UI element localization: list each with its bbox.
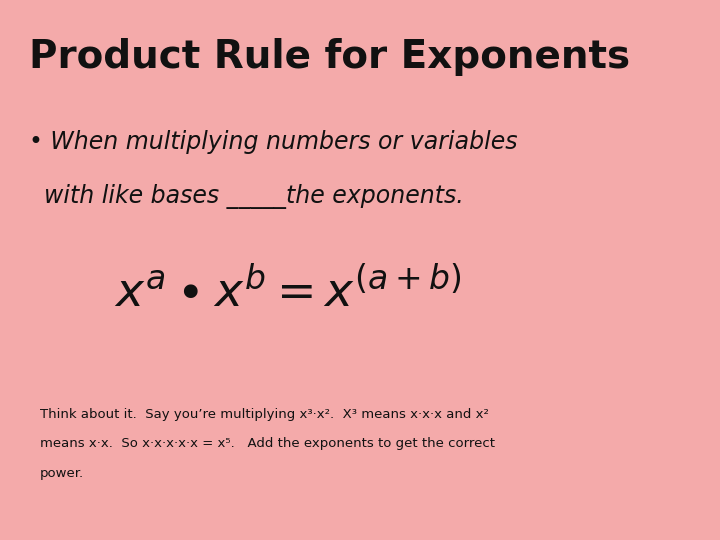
Text: $x^{a} \bullet x^{b} = x^{(a+b)}$: $x^{a} \bullet x^{b} = x^{(a+b)}$ bbox=[114, 267, 462, 316]
Text: • When multiplying numbers or variables: • When multiplying numbers or variables bbox=[29, 130, 517, 153]
Text: power.: power. bbox=[40, 467, 84, 480]
Text: with like bases _____the exponents.: with like bases _____the exponents. bbox=[29, 184, 464, 208]
Text: means x·x.  So x·x·x·x·x = x⁵.   Add the exponents to get the correct: means x·x. So x·x·x·x·x = x⁵. Add the ex… bbox=[40, 437, 495, 450]
Text: Product Rule for Exponents: Product Rule for Exponents bbox=[29, 38, 630, 76]
Text: Think about it.  Say you’re multiplying x³·x².  X³ means x·x·x and x²: Think about it. Say you’re multiplying x… bbox=[40, 408, 488, 421]
